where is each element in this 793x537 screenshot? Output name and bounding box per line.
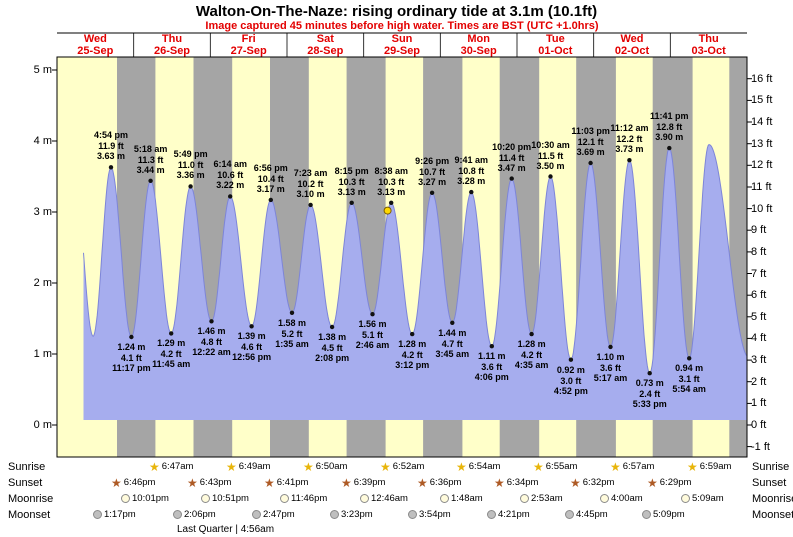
low-tide-dot [568, 357, 574, 362]
low-tide-dot [608, 344, 613, 350]
high-tide-dot [548, 174, 553, 179]
chart-title: Walton-On-The-Naze: rising ordinary tide… [195, 3, 598, 20]
current-time-marker [383, 206, 392, 215]
low-tide-dot [209, 319, 214, 324]
high-tide-dot [627, 158, 632, 163]
low-tide-dot [489, 344, 494, 349]
tide-curve-fill [83, 144, 747, 420]
low-tide-dot [370, 312, 375, 317]
chart-subtitle: Image captured 45 minutes before high wa… [205, 20, 599, 32]
plot-border [56, 56, 748, 458]
high-tide-dot [429, 190, 435, 195]
low-tide-dot [249, 324, 254, 329]
high-tide-dot [148, 178, 153, 183]
high-tide-dot [268, 197, 273, 203]
tide-curve-line [83, 144, 747, 374]
low-tide-dot [687, 356, 692, 361]
low-tide-dot [450, 320, 455, 325]
low-tide-dot [647, 371, 652, 376]
high-tide-dot [188, 184, 193, 189]
high-tide-dot [349, 200, 354, 205]
low-tide-dot [289, 310, 295, 315]
high-tide-dot [228, 194, 233, 199]
high-tide-dot [108, 165, 114, 170]
high-tide-dot [588, 160, 593, 166]
high-tide-dot [469, 189, 474, 195]
low-tide-dot [129, 334, 134, 340]
low-tide-dot [169, 331, 174, 336]
low-tide-dot [410, 331, 415, 337]
low-tide-dot [329, 324, 335, 330]
high-tide-dot [389, 200, 394, 205]
high-tide-dot [308, 202, 313, 208]
high-tide-dot [509, 176, 514, 181]
low-tide-dot [529, 331, 534, 337]
high-tide-dot [667, 145, 672, 151]
